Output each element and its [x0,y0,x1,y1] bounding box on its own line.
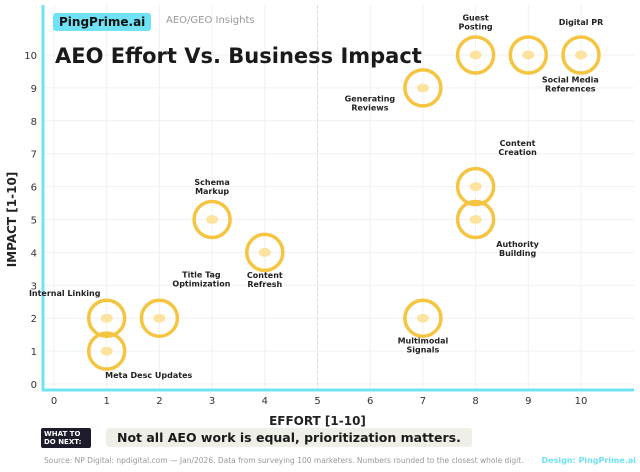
y-tick-label: 0 [31,380,37,391]
x-tick-label: 1 [104,396,110,407]
point-label: Content Creation [498,139,537,157]
y-tick-label: 3 [31,281,37,292]
y-tick-label: 7 [31,150,37,161]
y-axis-label: IMPACT [1-10] [5,172,19,268]
x-tick-label: 0 [51,396,57,407]
x-tick-label: 4 [262,396,268,407]
data-point [100,346,113,356]
x-tick-label: 5 [314,396,320,407]
data-point-ring [86,331,127,371]
data-point-ring [508,35,549,75]
data-point [522,50,535,60]
chart-title: AEO Effort Vs. Business Impact [55,44,422,68]
data-point [258,247,271,257]
source-note: Source: NP Digital: npdigital.com — Jan/… [44,456,524,465]
data-point-ring [192,199,232,240]
data-point [100,313,113,323]
data-point-ring [403,68,443,108]
y-tick-label: 8 [31,117,37,128]
data-point-ring [561,35,601,75]
data-point [469,182,482,192]
y-tick-label: 10 [24,51,37,62]
data-point [153,313,166,323]
x-axis-label: EFFORT [1-10] [269,414,366,428]
data-point-ring [455,35,496,75]
point-label: Internal Linking [29,289,101,298]
x-tick-label: 9 [525,396,531,407]
point-label: Schema Markup [194,178,229,196]
data-point-ring [455,199,496,240]
data-point [416,313,429,323]
data-point [469,50,482,60]
point-label: Digital PR [559,18,604,27]
point-label: Social Media References [542,76,599,94]
design-credit: Design: PingPrime.ai [541,456,637,465]
data-point [469,215,482,224]
x-tick-label: 3 [209,396,215,407]
y-tick-label: 4 [31,248,37,259]
data-point-ring [139,298,180,338]
data-point-ring [86,298,127,338]
point-label: Meta Desc Updates [105,371,192,380]
y-tick-label: 5 [31,216,37,227]
data-point-ring [403,298,443,338]
data-point [416,83,429,93]
y-tick-label: 6 [31,183,37,194]
point-label: Title Tag Optimization [172,271,230,289]
data-point-ring [245,232,285,273]
point-label: Generating Reviews [345,94,396,112]
x-tick-label: 6 [367,396,373,407]
y-tick-label: 2 [31,314,37,325]
data-point-ring [455,166,496,207]
subtitle: AEO/GEO Insights [166,15,255,26]
message-banner: Not all AEO work is equal, prioritizatio… [106,428,472,447]
x-tick-label: 8 [472,396,478,407]
point-label: Multimodal Signals [398,337,449,355]
x-tick-label: 2 [156,396,162,407]
what-next-label: WHAT TO DO NEXT: [41,428,91,448]
point-label: Content Refresh [247,271,283,289]
data-point [206,215,219,224]
point-label: Authority Building [496,240,539,258]
data-point [575,50,587,60]
y-tick-label: 9 [31,84,37,95]
x-tick-label: 10 [575,396,588,407]
brand-badge: PingPrime.ai [53,13,152,31]
point-label: Guest Posting [459,14,493,32]
x-tick-label: 7 [420,396,426,407]
y-tick-label: 1 [31,347,37,358]
